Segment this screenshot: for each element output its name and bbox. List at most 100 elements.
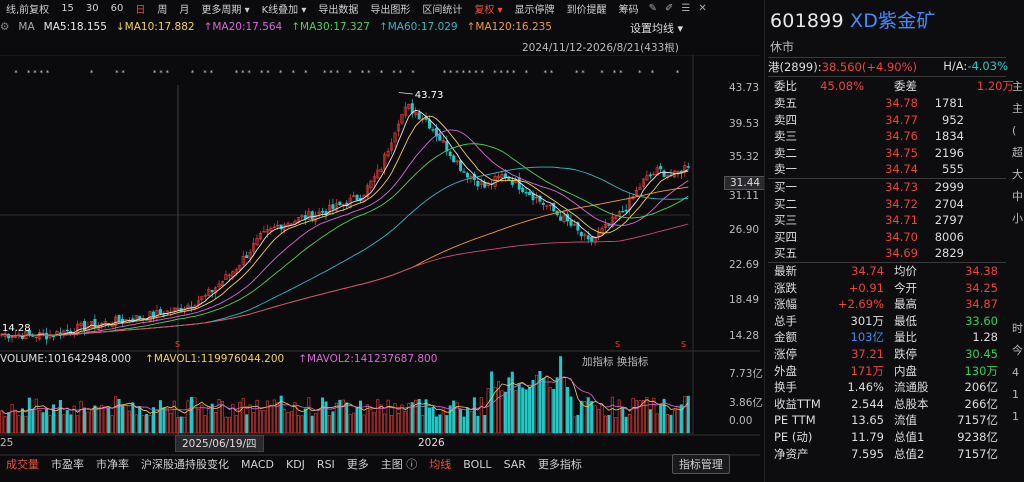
- toolbar-item-9[interactable]: 导出数据: [318, 4, 359, 16]
- candlestick-chart[interactable]: * * * * * * * * * * * * * * * * * * * * * * * * * * * * * * * * * * * * * * * *…: [0, 55, 760, 460]
- toolbar-item-6[interactable]: 月: [179, 4, 190, 16]
- bid-row[interactable]: 买一 34.73 2999: [774, 179, 1014, 196]
- gear-icon[interactable]: ⚙: [0, 21, 10, 33]
- ma-settings-button[interactable]: 设置均线 ▾: [630, 22, 684, 35]
- candle: [614, 216, 618, 219]
- volume-bar: [566, 386, 570, 434]
- toolbar-item-2[interactable]: 30: [85, 2, 99, 14]
- indicator-tab-4[interactable]: MACD: [241, 457, 274, 471]
- ma-line-20: [1, 129, 689, 337]
- pen-icon[interactable]: ✎: [648, 2, 657, 14]
- event-marker: *: [544, 69, 548, 77]
- candle: [610, 216, 614, 227]
- date-range-label: 2024/11/12-2026/8/21(433根): [522, 42, 679, 54]
- indicator-tab-3[interactable]: 沪深股通持股变化: [141, 458, 229, 471]
- x-tick-2026: 2026: [418, 437, 445, 449]
- ob-volume: 2829: [934, 246, 964, 260]
- toolbar-item-15[interactable]: 筹码: [618, 4, 639, 16]
- bid-row[interactable]: 买二 34.72 2704: [774, 196, 1014, 213]
- candle: [607, 224, 611, 226]
- bid-row[interactable]: 买五 34.69 2829: [774, 245, 1014, 262]
- indicator-tab-2[interactable]: 市净率: [96, 458, 129, 471]
- price-tick: 26.90: [729, 224, 760, 236]
- candle: [103, 321, 107, 325]
- toolbar-item-14[interactable]: 到价提醒: [566, 4, 607, 16]
- ob-price: 34.69: [885, 246, 918, 260]
- candle: [483, 182, 487, 188]
- event-marker: *: [191, 69, 195, 77]
- toolbar-item-13[interactable]: 显示停牌: [514, 4, 555, 16]
- event-marker: *: [304, 69, 308, 77]
- indicator-tab-11[interactable]: SAR: [503, 457, 526, 471]
- toolbar-item-10[interactable]: 导出图形: [370, 4, 411, 16]
- candle: [314, 214, 318, 222]
- indicator-tab-5[interactable]: KDJ: [285, 457, 305, 471]
- event-marker: *: [638, 69, 642, 77]
- ask-row[interactable]: 卖三 34.76 1834: [774, 128, 1014, 145]
- stat-value: 34.38: [965, 264, 998, 278]
- ma5-value: MA5:18.155: [43, 21, 107, 33]
- candle: [586, 235, 590, 240]
- volume-bar: [610, 396, 614, 434]
- volume-bar: [258, 410, 262, 434]
- toolbar-item-1[interactable]: 15: [61, 2, 74, 14]
- indicator-tab-9[interactable]: 均线: [429, 458, 452, 471]
- bid-row[interactable]: 买四 34.70 8006: [774, 229, 1014, 246]
- bid-row[interactable]: 买三 34.71 2797: [774, 212, 1014, 229]
- toolbar-item-8[interactable]: K线叠加 ▾: [261, 4, 307, 16]
- volume-bar: [355, 407, 359, 434]
- price-tick: 18.49: [729, 294, 760, 306]
- add-indicator-button[interactable]: 加指标 换指标: [582, 356, 649, 368]
- volume-bar: [217, 398, 221, 434]
- stat-key: 涨停: [774, 347, 797, 361]
- ob-price: 34.77: [885, 112, 918, 127]
- indicator-tab-8[interactable]: 主图 ⓘ: [380, 458, 418, 471]
- candle: [676, 170, 680, 174]
- candle: [127, 320, 131, 322]
- toolbar-item-11[interactable]: 区间统计: [422, 4, 463, 16]
- event-marker: *: [40, 69, 44, 77]
- candle: [369, 180, 373, 189]
- brush-icon[interactable]: ✐: [664, 2, 674, 14]
- indicator-tab-10[interactable]: BOLL: [463, 457, 492, 471]
- volume-bar: [107, 407, 111, 434]
- event-marker: *: [613, 69, 617, 77]
- menu-icon[interactable]: ☰: [681, 2, 691, 14]
- toolbar-item-7[interactable]: 更多周期 ▾: [201, 4, 250, 16]
- volume-bar: [338, 399, 342, 434]
- ask-row[interactable]: 卖五 34.78 1781: [774, 95, 1014, 112]
- indicator-tab-6[interactable]: RSI: [316, 457, 335, 471]
- toolbar-item-0[interactable]: 线,前复权: [6, 4, 50, 16]
- volume-bar: [45, 408, 49, 434]
- close-icon[interactable]: ✕: [698, 2, 707, 14]
- stat-key: 总股本: [894, 396, 929, 411]
- volume-bar: [476, 415, 480, 434]
- toolbar-item-3[interactable]: 60: [110, 2, 124, 14]
- ask-row[interactable]: 卖四 34.77 952: [774, 112, 1014, 129]
- toolbar-item-5[interactable]: 周: [157, 4, 168, 16]
- indicator-tab-1[interactable]: 市盈率: [51, 458, 84, 471]
- indicator-tab-0[interactable]: 成交量: [6, 458, 39, 471]
- candle: [479, 181, 483, 185]
- indicator-manage-button[interactable]: 指标管理: [671, 454, 730, 474]
- candle: [641, 178, 645, 187]
- indicator-tab-7[interactable]: 更多: [346, 458, 369, 471]
- volume-bar: [183, 416, 187, 434]
- candle: [524, 191, 528, 194]
- indicator-tab-12[interactable]: 更多指标: [537, 458, 582, 471]
- candle: [162, 314, 166, 316]
- event-marker: *: [676, 69, 680, 77]
- ob-volume: 2704: [934, 196, 964, 211]
- toolbar-item-4[interactable]: 日: [135, 4, 146, 16]
- divider: [768, 76, 1006, 77]
- collapsed-side-tabs[interactable]: 主主(超大中小时今 4 1 1: [1012, 80, 1023, 423]
- event-marker: *: [525, 69, 529, 77]
- event-marker: *: [292, 69, 296, 77]
- volume-bar: [662, 398, 666, 434]
- ask-row[interactable]: 卖一 34.74 555: [774, 161, 1014, 178]
- ask-row[interactable]: 卖二 34.75 2196: [774, 145, 1014, 162]
- candle: [531, 192, 535, 201]
- stat-key: PE TTM: [774, 413, 816, 428]
- candle: [600, 228, 604, 235]
- toolbar-item-12[interactable]: 复权 ▾: [474, 4, 503, 16]
